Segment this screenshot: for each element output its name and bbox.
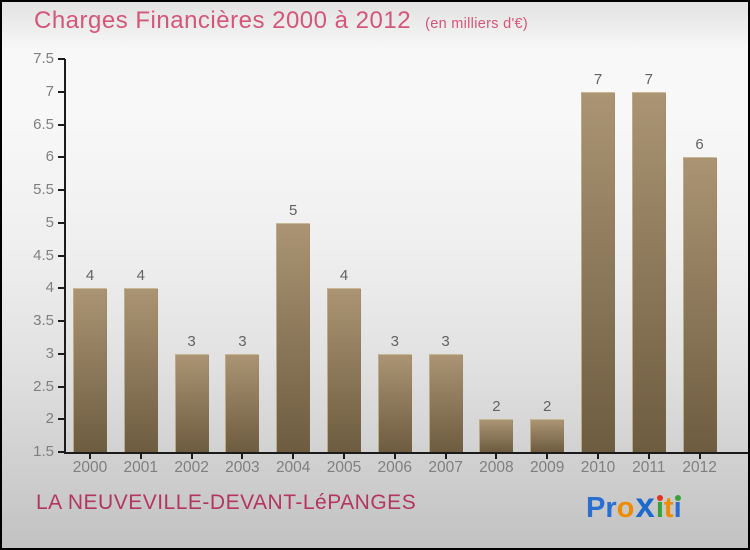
x-axis-label: 2000 bbox=[72, 459, 108, 476]
x-tick-mark bbox=[139, 454, 142, 459]
x-tick-mark bbox=[597, 454, 599, 459]
bar-value-label: 7 bbox=[593, 70, 603, 88]
bar-value-label: 3 bbox=[238, 332, 247, 350]
x-tick-mark bbox=[546, 454, 549, 459]
x-axis-label: 2003 bbox=[225, 459, 260, 476]
x-axis-label: 2010 bbox=[580, 459, 616, 476]
y-tick-label: 6 bbox=[45, 148, 54, 166]
bar bbox=[682, 157, 717, 452]
logo-letter: ı bbox=[673, 492, 682, 524]
y-tick-mark bbox=[58, 221, 65, 224]
x-tick-mark bbox=[292, 454, 295, 459]
y-axis-line bbox=[64, 59, 66, 454]
y-tick-mark bbox=[58, 156, 65, 159]
y-tick-mark bbox=[58, 352, 65, 355]
x-axis-label: 2005 bbox=[326, 459, 362, 476]
y-tick-mark bbox=[58, 385, 65, 388]
bar-value-label: 6 bbox=[695, 136, 704, 154]
x-tick-mark bbox=[241, 454, 244, 459]
x-tick-mark bbox=[393, 454, 396, 459]
x-tick-mark bbox=[89, 454, 91, 459]
y-tick-label: 4.5 bbox=[33, 246, 54, 264]
y-tick-mark bbox=[58, 58, 65, 60]
bar-value-label: 4 bbox=[339, 267, 349, 285]
bar-value-label: 3 bbox=[390, 332, 399, 350]
x-axis-line bbox=[64, 452, 748, 454]
x-axis-label: 2001 bbox=[123, 459, 159, 476]
x-tick-mark bbox=[495, 454, 498, 459]
x-axis-label: 2004 bbox=[275, 459, 311, 476]
logo-letter: o bbox=[616, 492, 635, 524]
bar-value-label: 4 bbox=[136, 267, 145, 285]
x-axis-label: 2002 bbox=[174, 459, 209, 476]
logo-letter: x bbox=[635, 486, 655, 525]
logo-letter: r bbox=[605, 492, 617, 524]
y-tick-label: 4 bbox=[45, 279, 54, 297]
y-tick-label: 3 bbox=[45, 344, 54, 362]
y-tick-mark bbox=[58, 90, 65, 93]
y-tick-label: 2 bbox=[45, 410, 54, 428]
y-tick-label: 2.5 bbox=[33, 377, 54, 395]
y-tick-label: 5 bbox=[45, 213, 54, 231]
x-tick-mark bbox=[698, 454, 701, 459]
y-tick-label: 7.5 bbox=[33, 50, 54, 67]
chart-subtitle: (en milliers d'€) bbox=[425, 16, 529, 32]
bar bbox=[327, 288, 361, 452]
y-tick-mark bbox=[58, 451, 65, 453]
bar-value-label: 7 bbox=[644, 70, 653, 88]
y-tick-mark bbox=[58, 418, 65, 421]
bar bbox=[225, 353, 260, 452]
logo-letter-dot bbox=[656, 495, 663, 501]
y-tick-label: 5.5 bbox=[33, 181, 54, 198]
bar-value-label: 2 bbox=[492, 398, 501, 416]
y-tick-label: 7 bbox=[45, 82, 54, 100]
bar-value-label: 2 bbox=[543, 398, 552, 416]
y-tick-label: 6.5 bbox=[33, 115, 54, 133]
bar bbox=[428, 353, 463, 452]
x-axis-label: 2009 bbox=[529, 459, 565, 476]
bar bbox=[73, 288, 107, 452]
x-axis-label: 2007 bbox=[428, 459, 463, 476]
y-tick-mark bbox=[58, 123, 65, 126]
bar-value-label: 3 bbox=[441, 332, 450, 350]
bar bbox=[479, 419, 514, 452]
bar bbox=[276, 222, 311, 452]
x-tick-mark bbox=[647, 454, 650, 459]
y-tick-mark bbox=[58, 189, 65, 191]
bar bbox=[631, 91, 666, 452]
x-tick-mark bbox=[444, 454, 447, 459]
chart-title: Charges Financières 2000 à 2012 bbox=[34, 7, 412, 34]
y-tick-mark bbox=[58, 320, 65, 322]
x-tick-mark bbox=[190, 454, 193, 459]
y-tick-mark bbox=[58, 287, 65, 290]
bar bbox=[123, 288, 158, 452]
bar bbox=[530, 419, 565, 452]
logo-letter: t bbox=[663, 492, 674, 524]
location-label: LA NEUVEVILLE-DEVANT-LéPANGES bbox=[36, 491, 417, 514]
y-tick-label: 1.5 bbox=[33, 443, 54, 460]
x-tick-mark bbox=[343, 454, 345, 459]
logo-letter-dot bbox=[674, 495, 681, 501]
bar-value-label: 5 bbox=[289, 201, 298, 219]
logo-letter: P bbox=[586, 492, 606, 524]
x-axis-label: 2012 bbox=[682, 459, 717, 476]
y-tick-label: 3.5 bbox=[33, 312, 54, 329]
x-axis-label: 2011 bbox=[632, 459, 666, 476]
chart-header: Charges Financières 2000 à 2012 (en mill… bbox=[34, 7, 528, 35]
x-axis-label: 2008 bbox=[479, 459, 514, 476]
bar-value-label: 4 bbox=[85, 267, 95, 285]
logo-letter: ı bbox=[655, 492, 664, 524]
bar bbox=[377, 353, 412, 452]
x-axis-label: 2006 bbox=[377, 459, 413, 476]
bar bbox=[174, 353, 209, 452]
bar bbox=[581, 91, 615, 452]
y-tick-mark bbox=[58, 254, 65, 257]
bar-value-label: 3 bbox=[187, 332, 196, 350]
